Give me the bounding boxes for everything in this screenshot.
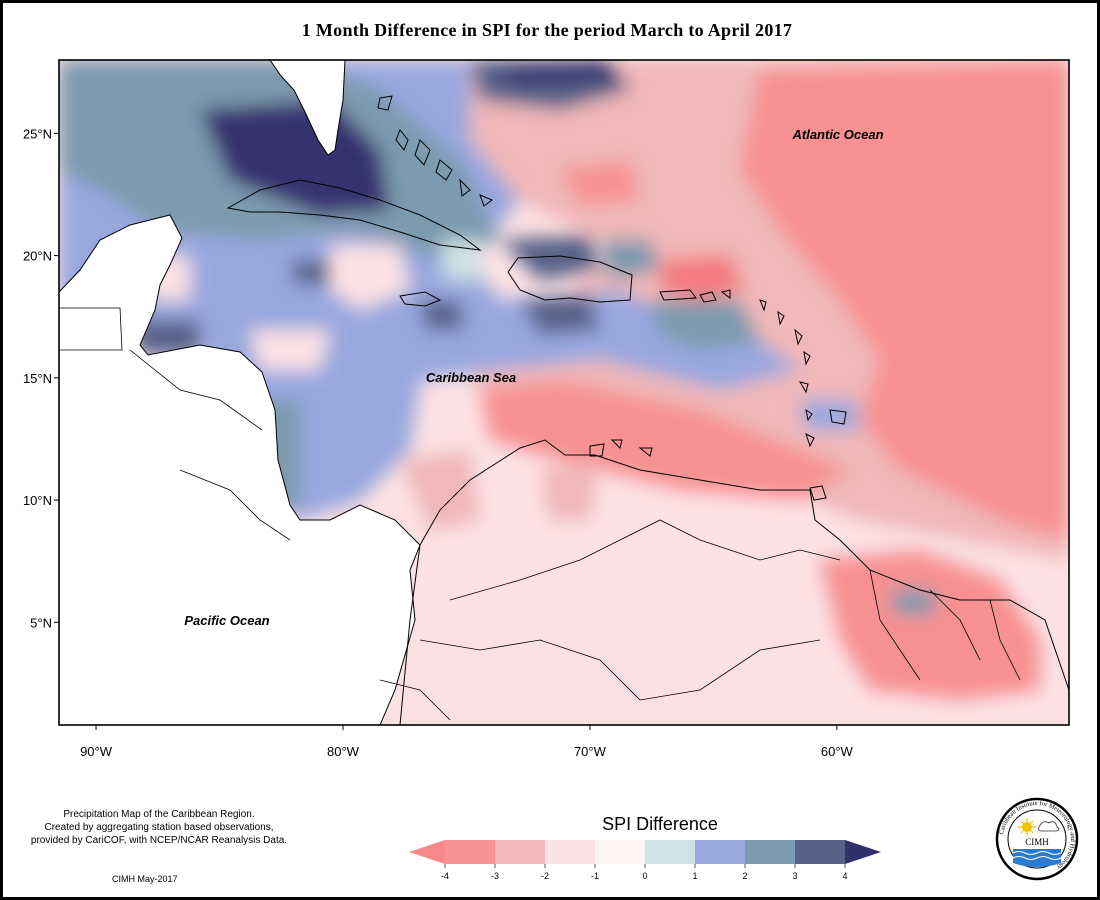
longitude-axis: 90°W 80°W 70°W 60°W xyxy=(80,725,854,759)
latitude-axis: 25°N 20°N 15°N 10°N 5°N xyxy=(23,126,59,630)
credits-line2: Created by aggregating station based obs… xyxy=(44,822,274,833)
legend-swatch xyxy=(595,840,645,864)
lat-tick-label: 20°N xyxy=(23,249,52,264)
legend-title: SPI Difference xyxy=(602,814,718,834)
date-note: CIMH May-2017 xyxy=(112,874,178,884)
legend-tick-label: 3 xyxy=(792,871,797,881)
lon-tick-label: 90°W xyxy=(80,744,113,759)
label-atlantic: Atlantic Ocean xyxy=(791,127,883,142)
lat-tick-label: 15°N xyxy=(23,371,52,386)
legend-tick-label: 4 xyxy=(842,871,847,881)
credits-line1: Precipitation Map of the Caribbean Regio… xyxy=(63,809,255,820)
legend-colorbar: -4 -3 -2 -1 0 1 2 3 4 xyxy=(409,840,881,881)
islands xyxy=(589,289,847,501)
lat-tick-label: 10°N xyxy=(23,493,52,508)
legend-tick-label: 0 xyxy=(642,871,647,881)
legend-tick-label: 1 xyxy=(692,871,697,881)
lat-tick-label: 5°N xyxy=(30,615,52,630)
legend-tick-label: 2 xyxy=(742,871,747,881)
credits-line3: provided by CariCOF, with NCEP/NCAR Rean… xyxy=(30,835,288,846)
lon-tick-label: 80°W xyxy=(327,744,360,759)
credits: Precipitation Map of the Caribbean Regio… xyxy=(4,808,314,847)
lon-tick-label: 70°W xyxy=(574,744,607,759)
lat-tick-label: 25°N xyxy=(23,126,52,141)
legend-tick-label: -4 xyxy=(441,871,449,881)
legend-swatch xyxy=(695,840,745,864)
legend-swatch xyxy=(445,840,495,864)
legend-swatch xyxy=(795,840,845,864)
legend-swatch xyxy=(495,840,545,864)
legend-swatch xyxy=(745,840,795,864)
legend-swatch xyxy=(545,840,595,864)
legend-under-arrow xyxy=(409,840,445,864)
lon-tick-label: 60°W xyxy=(821,744,854,759)
cimh-logo: Caribbean Institute for Meteorology and … xyxy=(995,797,1079,881)
label-caribbean: Caribbean Sea xyxy=(426,370,516,385)
borders xyxy=(59,307,1021,721)
label-pacific: Pacific Ocean xyxy=(184,613,269,628)
legend-swatch xyxy=(645,840,695,864)
page-title: 1 Month Difference in SPI for the period… xyxy=(301,20,793,40)
legend-tick-label: -3 xyxy=(491,871,499,881)
legend-tick-label: -2 xyxy=(541,871,549,881)
logo-text: CIMH xyxy=(1025,837,1049,847)
map-border xyxy=(58,59,1070,726)
legend-over-arrow xyxy=(845,840,881,864)
land xyxy=(59,60,1069,725)
legend-tick-label: -1 xyxy=(591,871,599,881)
